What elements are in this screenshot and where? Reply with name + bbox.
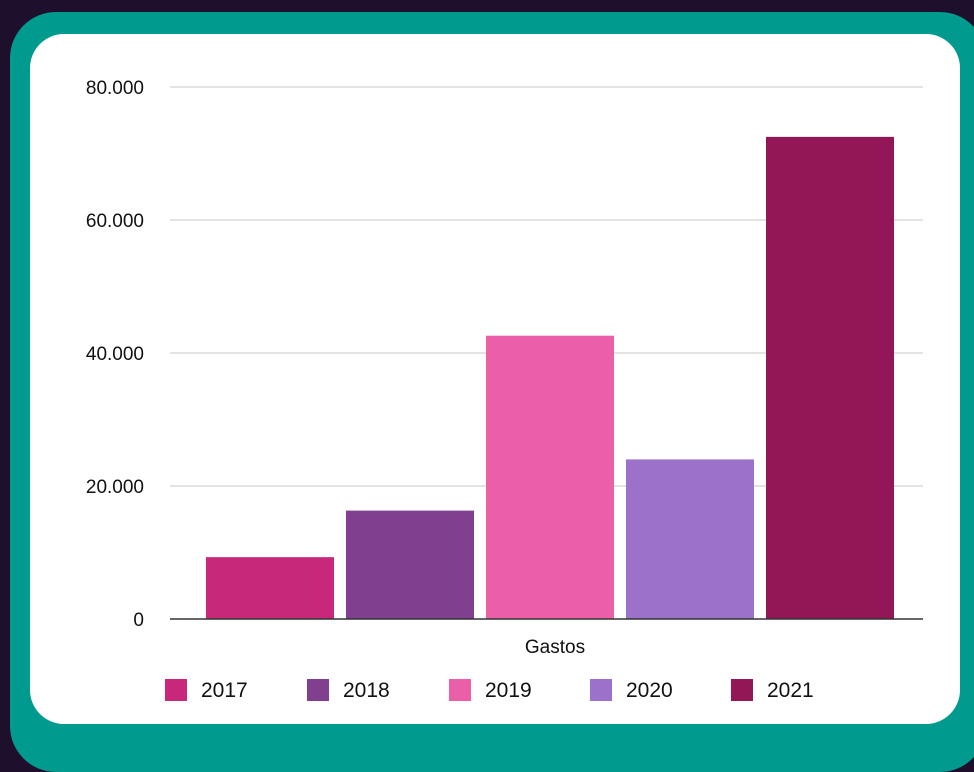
legend-item-2021: 2021	[731, 679, 814, 702]
legend-label: 2020	[626, 679, 673, 702]
legend: 2017 2018 2019 2020 2021	[165, 679, 814, 702]
bar-2021	[766, 136, 894, 619]
x-axis-category-label: Gastos	[525, 637, 585, 658]
y-tick-label: 20.000	[86, 477, 144, 498]
legend-swatch	[307, 679, 329, 701]
legend-swatch	[731, 679, 753, 701]
y-axis-ticks: 0 20.000 40.000 60.000 80.000	[86, 78, 144, 631]
legend-label: 2018	[343, 679, 390, 702]
legend-label: 2019	[485, 679, 532, 702]
legend-label: 2021	[767, 679, 814, 702]
legend-item-2017: 2017	[165, 679, 248, 702]
legend-swatch	[590, 679, 612, 701]
bar-2018	[346, 510, 474, 619]
legend-item-2020: 2020	[590, 679, 673, 702]
y-tick-label: 40.000	[86, 344, 144, 365]
bars	[206, 136, 894, 619]
bar-2019	[486, 335, 614, 619]
bar-2017	[206, 557, 334, 619]
y-tick-label: 0	[133, 610, 144, 631]
legend-item-2018: 2018	[307, 679, 390, 702]
legend-label: 2017	[201, 679, 248, 702]
chart-card: 0 20.000 40.000 60.000 80.000 Gastos 2017 201…	[30, 34, 960, 724]
legend-swatch	[449, 679, 471, 701]
y-tick-label: 80.000	[86, 78, 144, 99]
y-tick-label: 60.000	[86, 211, 144, 232]
legend-item-2019: 2019	[449, 679, 532, 702]
legend-swatch	[165, 679, 187, 701]
bar-2020	[626, 459, 754, 619]
